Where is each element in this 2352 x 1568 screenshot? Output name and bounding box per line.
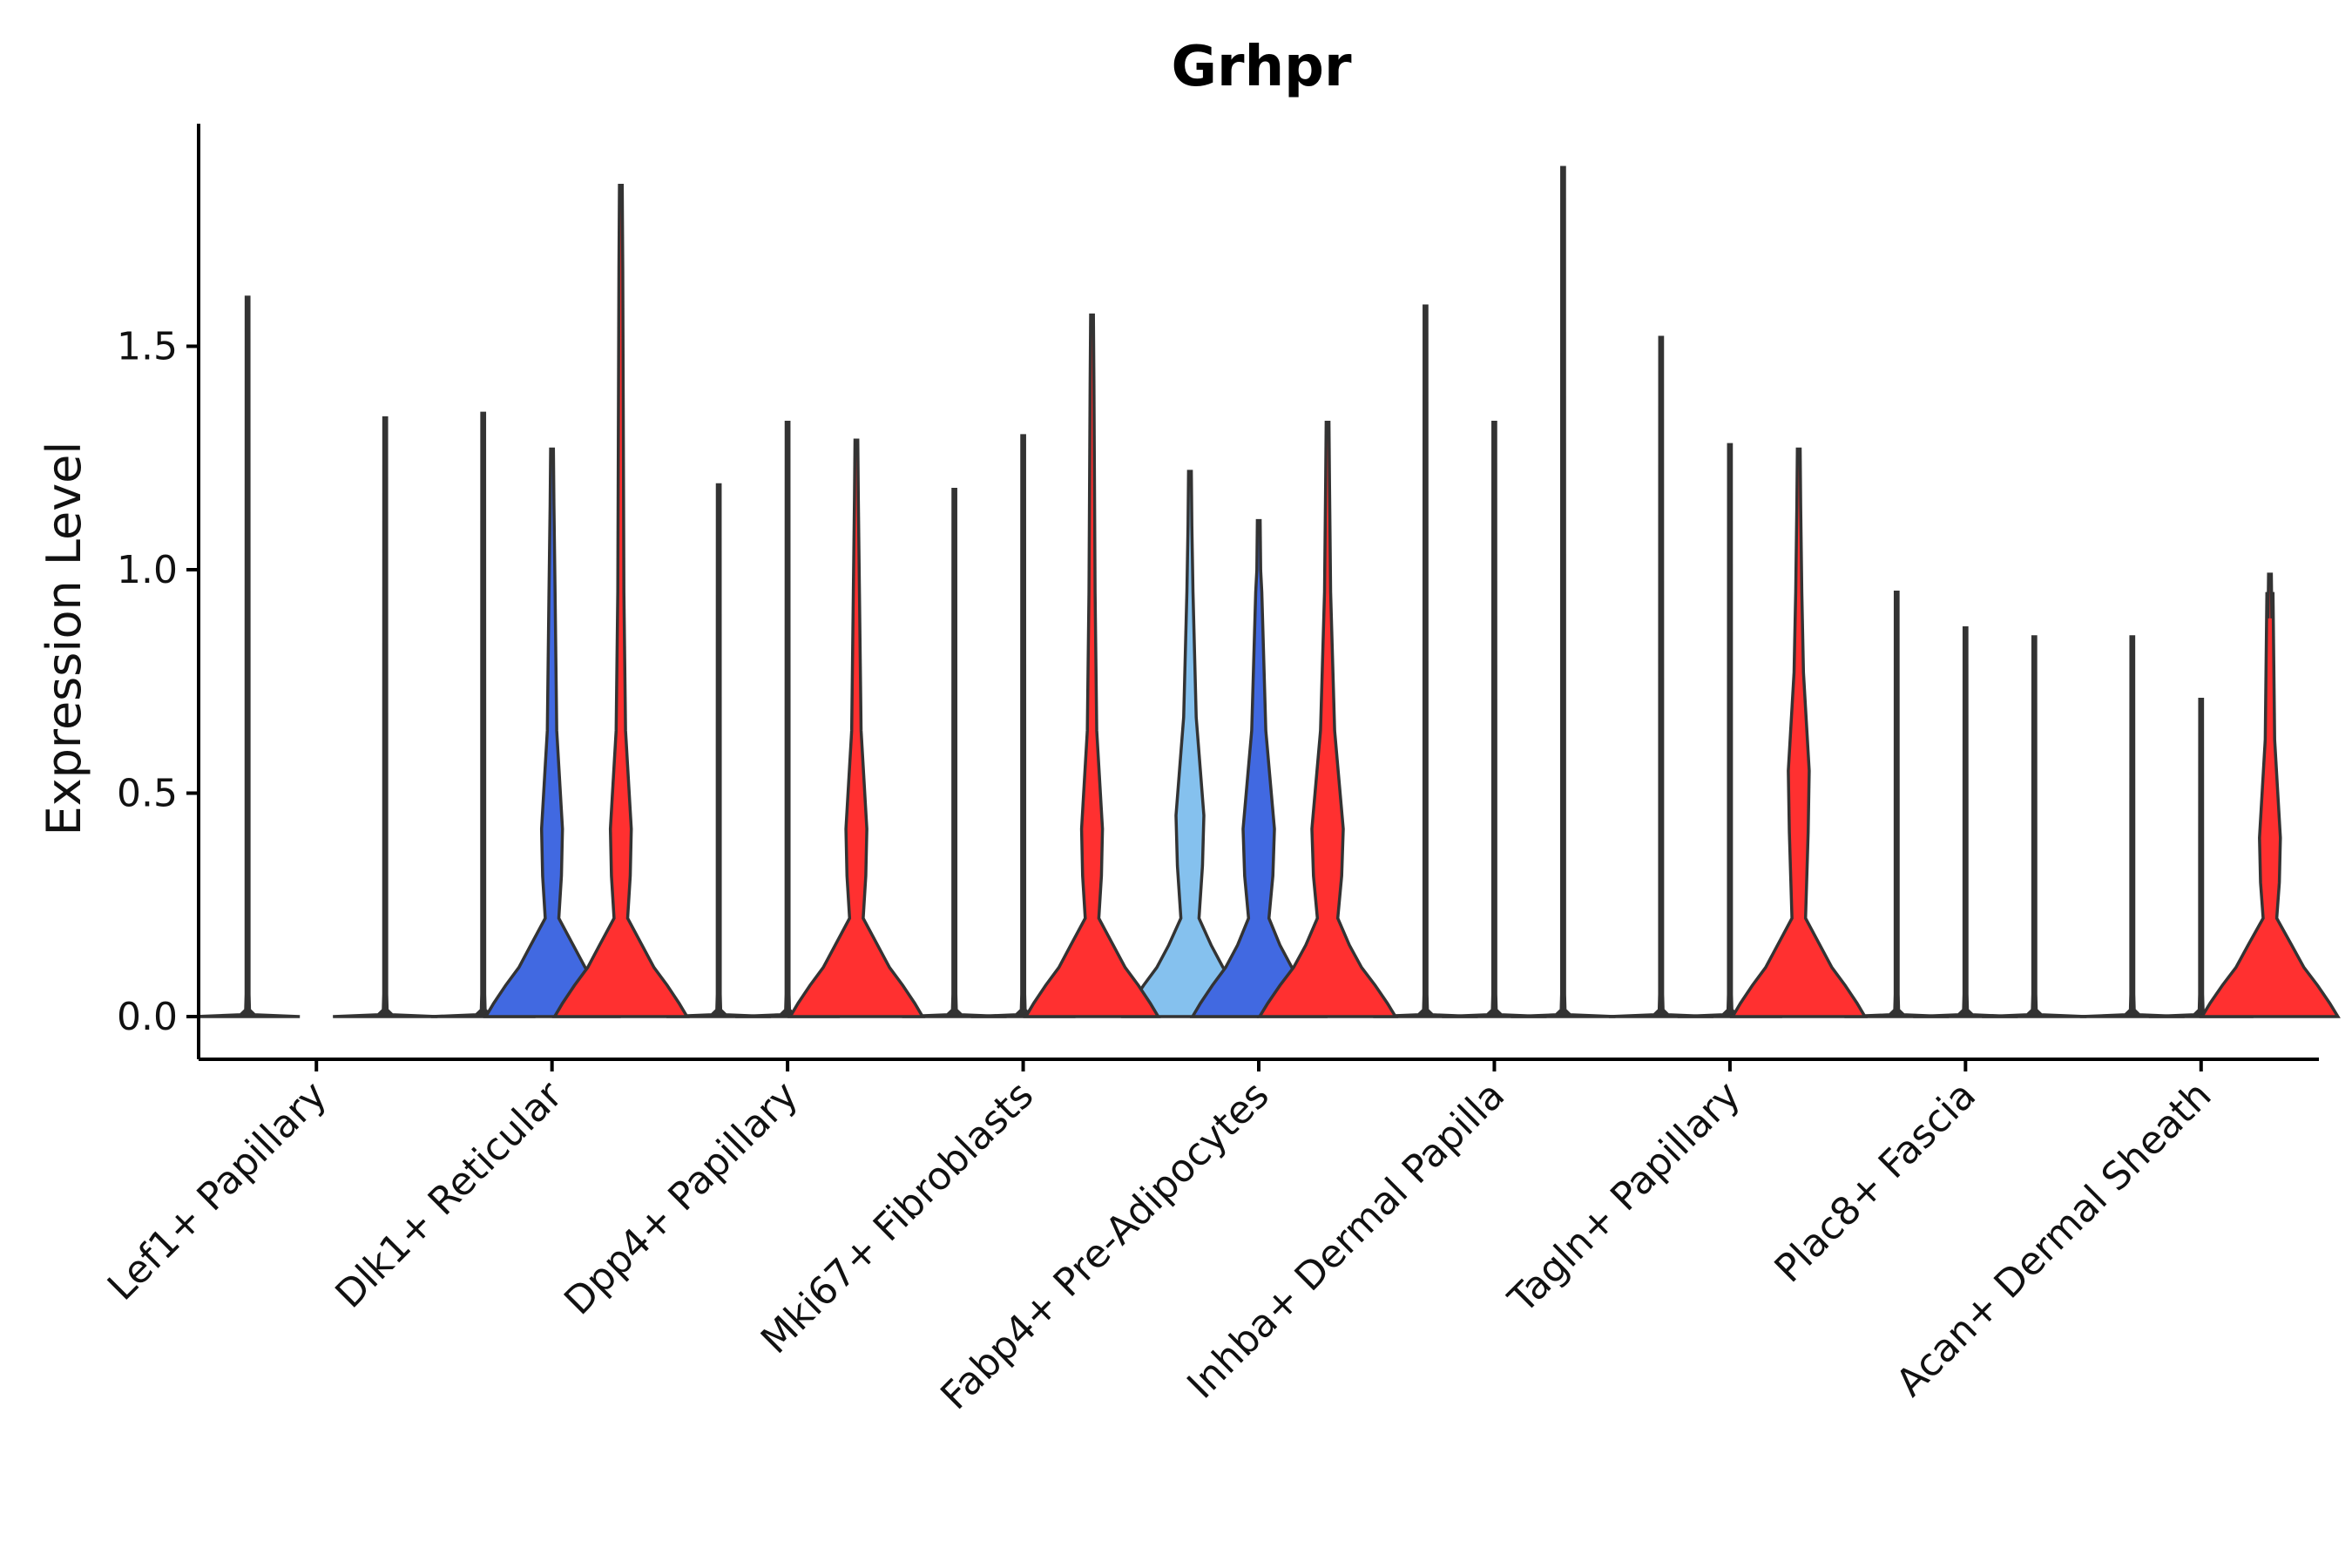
violin-group-3-cat-1	[551, 184, 690, 1018]
violin-group-3-cat-2	[787, 438, 926, 1018]
y-axis-label: Expression Level	[37, 442, 91, 836]
violin-group-2-cat-6	[1677, 443, 1782, 1018]
violin-group-3-cat-8	[2199, 572, 2341, 1018]
y-tick-label: 0.5	[117, 772, 178, 816]
violin-group-2-cat-2	[735, 420, 841, 1018]
violin-group-1-cat-2	[666, 483, 772, 1018]
violin-group-2-cat-8	[2148, 698, 2254, 1018]
violin-group-3-cat-4	[1256, 420, 1399, 1018]
y-tick-label: 1.0	[117, 548, 178, 592]
x-tick-label: Dlk1+ Reticular	[327, 1072, 571, 1317]
violin-group-1-cat-0	[195, 295, 301, 1018]
x-tick-label: Lef1+ Papillary	[99, 1073, 335, 1309]
y-axis: 0.0 0.5 1.0 1.5	[117, 124, 200, 1059]
violin-group-1-cat-6	[1608, 335, 1713, 1018]
violin-group-1-cat-3	[902, 487, 1007, 1018]
x-tick-label: Plac8+ Fascia	[1767, 1073, 1985, 1292]
violin-group-1-cat-8	[2079, 635, 2185, 1018]
violin-group-2-cat-3	[970, 434, 1076, 1018]
violin-group-1-cat-4	[1120, 470, 1260, 1018]
violin-group-2-cat-4	[1189, 518, 1328, 1018]
violin-group-3-cat-6	[1729, 447, 1868, 1018]
violin-group-1-cat-5	[1373, 304, 1478, 1018]
violin-group-2-cat-5	[1442, 420, 1547, 1018]
violin-group-1-cat-1	[430, 411, 536, 1018]
violin-group-3-cat-0	[333, 416, 438, 1018]
y-tick-label: 0.0	[117, 995, 178, 1039]
chart-title: Grhpr	[1171, 35, 1351, 99]
x-tick-label: Tagln+ Papillary	[1500, 1073, 1749, 1322]
violin-group-2-cat-1	[483, 447, 621, 1018]
violin-group-2-cat-7	[1913, 625, 2018, 1018]
violin-group-3-cat-5	[1511, 166, 1616, 1018]
violin-group-3-cat-7	[1982, 635, 2087, 1018]
violin-group-1-cat-7	[1844, 590, 1950, 1018]
violin-group-3-cat-3	[1023, 313, 1161, 1018]
x-tick-label: Mki67+ Fibroblasts	[753, 1073, 1042, 1362]
x-tick-label: Dpp4+ Papillary	[556, 1073, 807, 1324]
violins-group	[195, 166, 2341, 1018]
y-tick-label: 1.5	[117, 325, 178, 369]
